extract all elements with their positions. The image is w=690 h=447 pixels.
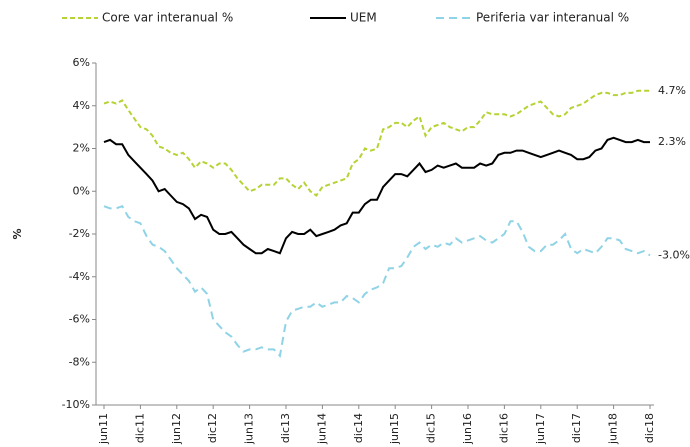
- y-tick-label: -2%: [69, 227, 90, 240]
- y-tick-label: -10%: [62, 398, 90, 411]
- y-tick-label: 4%: [73, 99, 90, 112]
- x-tick-label: jun11: [97, 413, 110, 445]
- x-tick-label: jun14: [315, 413, 328, 445]
- legend-label: UEM: [350, 11, 377, 25]
- x-tick-label: dic12: [206, 413, 219, 443]
- series-line: [103, 136, 650, 255]
- y-tick-label: 2%: [73, 142, 90, 155]
- x-tick-label: dic18: [643, 413, 656, 443]
- x-tick-label: jun18: [607, 413, 620, 445]
- y-tick-label: 6%: [73, 56, 90, 69]
- x-tick-label: jun13: [243, 413, 256, 445]
- x-tick-label: jun17: [534, 413, 547, 445]
- series-line: [103, 204, 651, 358]
- y-axis-label: %: [11, 228, 24, 239]
- series-line: [103, 89, 650, 197]
- x-tick-label: dic16: [497, 413, 510, 443]
- y-tick-label: -4%: [69, 270, 90, 283]
- x-tick-label: dic15: [425, 413, 438, 443]
- legend-label: Core var interanual %: [102, 11, 233, 25]
- end-label: 2.3%: [658, 135, 686, 148]
- y-tick-label: -8%: [69, 355, 90, 368]
- end-label: -3.0%: [658, 248, 690, 261]
- x-tick-label: jun15: [388, 413, 401, 445]
- y-tick-label: -6%: [69, 313, 90, 326]
- x-tick-label: dic13: [279, 413, 292, 443]
- legend-label: Periferia var interanual %: [476, 11, 629, 25]
- x-tick-label: dic14: [352, 413, 365, 443]
- end-label: 4.7%: [658, 84, 686, 97]
- y-tick-label: 0%: [73, 184, 90, 197]
- x-tick-label: jun16: [461, 413, 474, 445]
- x-tick-label: dic11: [133, 413, 146, 443]
- x-tick-label: jun12: [170, 413, 183, 445]
- x-tick-label: dic17: [570, 413, 583, 443]
